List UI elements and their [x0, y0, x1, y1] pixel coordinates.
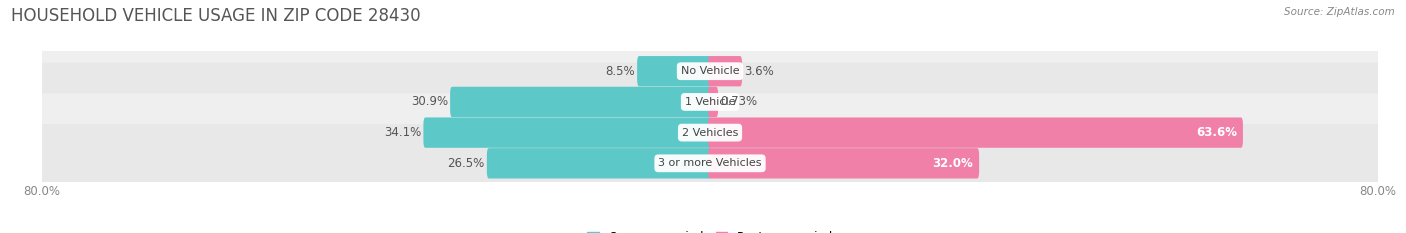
FancyBboxPatch shape — [450, 87, 711, 117]
FancyBboxPatch shape — [37, 124, 1384, 203]
FancyBboxPatch shape — [709, 56, 742, 86]
Text: Source: ZipAtlas.com: Source: ZipAtlas.com — [1284, 7, 1395, 17]
Text: HOUSEHOLD VEHICLE USAGE IN ZIP CODE 28430: HOUSEHOLD VEHICLE USAGE IN ZIP CODE 2843… — [11, 7, 420, 25]
Text: 2 Vehicles: 2 Vehicles — [682, 128, 738, 138]
FancyBboxPatch shape — [423, 117, 711, 148]
FancyBboxPatch shape — [37, 93, 1384, 172]
FancyBboxPatch shape — [38, 123, 1382, 204]
Text: 0.73%: 0.73% — [720, 96, 758, 108]
Text: 26.5%: 26.5% — [447, 157, 485, 170]
FancyBboxPatch shape — [38, 93, 1382, 173]
Legend: Owner-occupied, Renter-occupied: Owner-occupied, Renter-occupied — [586, 231, 834, 233]
Text: 34.1%: 34.1% — [384, 126, 422, 139]
FancyBboxPatch shape — [709, 148, 979, 178]
FancyBboxPatch shape — [637, 56, 711, 86]
Text: 1 Vehicle: 1 Vehicle — [685, 97, 735, 107]
Text: 8.5%: 8.5% — [605, 65, 636, 78]
Text: 3 or more Vehicles: 3 or more Vehicles — [658, 158, 762, 168]
FancyBboxPatch shape — [37, 32, 1384, 110]
Text: 32.0%: 32.0% — [932, 157, 973, 170]
Text: 30.9%: 30.9% — [411, 96, 449, 108]
Text: 3.6%: 3.6% — [744, 65, 775, 78]
Text: No Vehicle: No Vehicle — [681, 66, 740, 76]
Text: 63.6%: 63.6% — [1195, 126, 1237, 139]
FancyBboxPatch shape — [709, 87, 718, 117]
FancyBboxPatch shape — [486, 148, 711, 178]
FancyBboxPatch shape — [709, 117, 1243, 148]
FancyBboxPatch shape — [37, 63, 1384, 141]
FancyBboxPatch shape — [38, 31, 1382, 111]
FancyBboxPatch shape — [38, 62, 1382, 142]
